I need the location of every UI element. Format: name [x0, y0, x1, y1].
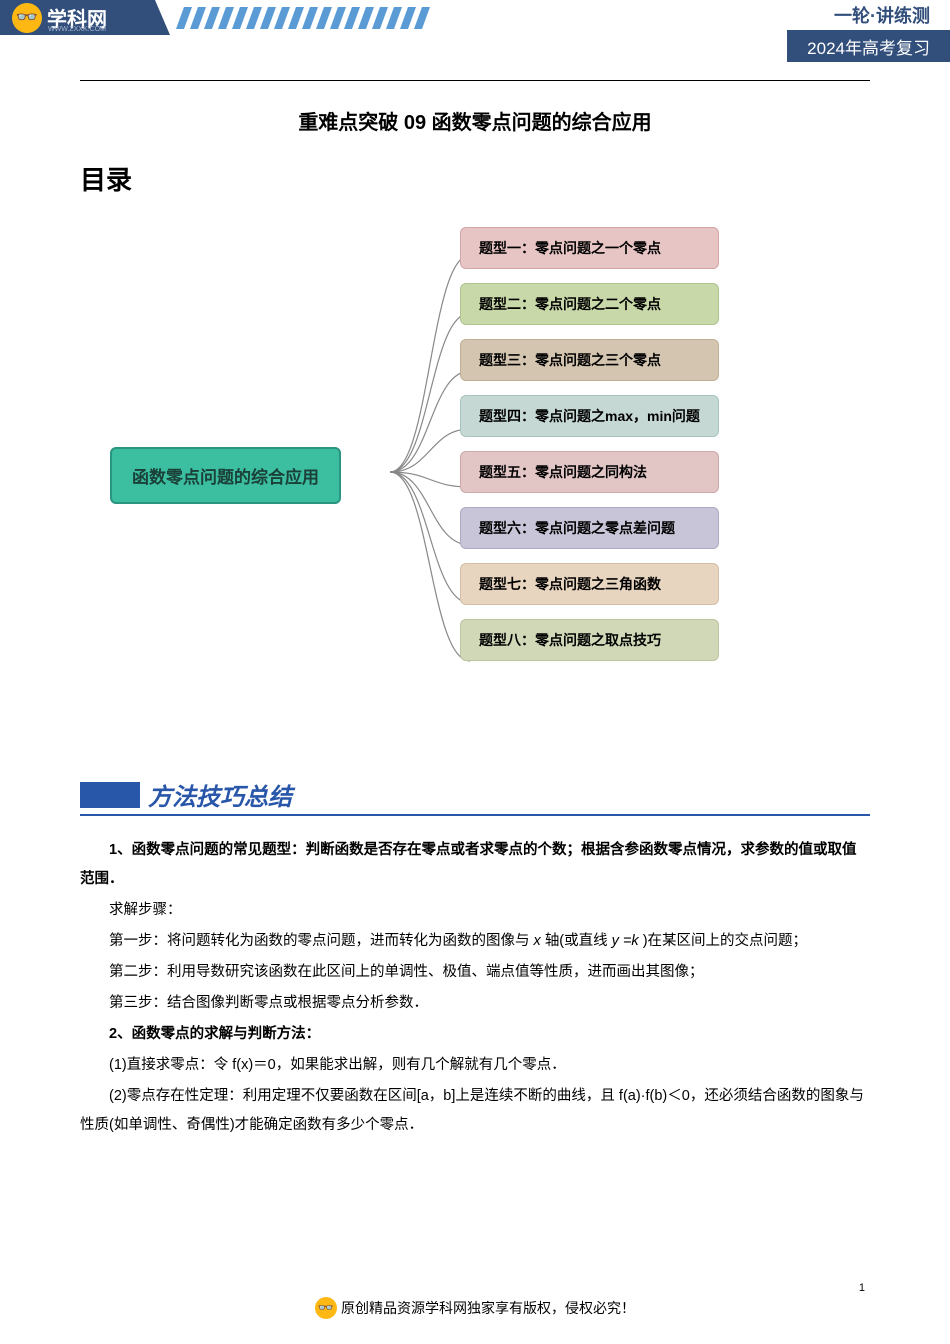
section-header: 方法技巧总结 [80, 777, 870, 816]
mindmap-root: 函数零点问题的综合应用 [110, 447, 341, 504]
para-7: (1)直接求零点：令 f(x)＝0，如果能求出解，则有几个解就有几个零点． [80, 1051, 870, 1080]
para-8: (2)零点存在性定理：利用定理不仅要函数在区间[a，b]上是连续不断的曲线，且 … [80, 1082, 870, 1140]
section-bar-icon [80, 782, 140, 808]
para-4: 第二步：利用导数研究该函数在此区间上的单调性、极值、端点值等性质，进而画出其图像… [80, 958, 870, 987]
branch-node-1: 题型一：零点问题之一个零点 [460, 227, 719, 269]
owl-logo-icon: 👓 [12, 3, 42, 33]
para-5: 第三步：结合图像判断零点或根据零点分析参数． [80, 989, 870, 1018]
p3v1: x [530, 933, 545, 949]
page-content: 重难点突破 09 函数零点问题的综合应用 目录 函数零点问题的综合应用 题型一：… [0, 50, 950, 1162]
branch-node-3: 题型三：零点问题之三个零点 [460, 339, 719, 381]
para-2: 求解步骤： [80, 896, 870, 925]
p3c: )在某区间上的交点问题； [643, 933, 807, 949]
logo-url: WWW.ZXXK.COM [48, 26, 106, 33]
footer-text: 原创精品资源学科网独家享有版权，侵权必究！ [341, 1298, 635, 1318]
branch-node-8: 题型八：零点问题之取点技巧 [460, 619, 719, 661]
header-right: 一轮·讲练测 2024年高考复习 [787, 0, 950, 62]
page-number: 1 [859, 1282, 865, 1294]
section-title: 方法技巧总结 [148, 777, 292, 812]
header-right-bottom: 2024年高考复习 [787, 31, 950, 62]
toc-title: 目录 [80, 160, 870, 197]
footer: 👓 原创精品资源学科网独家享有版权，侵权必究！ [0, 1297, 950, 1319]
logo-section: 👓 学科网 WWW.ZXXK.COM [0, 0, 155, 35]
para-1: 1、函数零点问题的常见题型：判断函数是否存在零点或者求零点的个数；根据含参函数零… [80, 836, 870, 894]
para-3: 第一步：将问题转化为函数的零点问题，进而转化为函数的图像与 x 轴(或直线 y … [80, 927, 870, 956]
branch-node-4: 题型四：零点问题之max，min问题 [460, 395, 719, 437]
para-6: 2、函数零点的求解与判断方法： [80, 1020, 870, 1049]
branch-node-5: 题型五：零点问题之同构法 [460, 451, 719, 493]
branch-node-2: 题型二：零点问题之二个零点 [460, 283, 719, 325]
mindmap: 函数零点问题的综合应用 题型一：零点问题之一个零点题型二：零点问题之二个零点题型… [80, 227, 870, 727]
branch-node-7: 题型七：零点问题之三角函数 [460, 563, 719, 605]
p3b: 轴(或直线 [545, 933, 608, 949]
footer-owl-icon: 👓 [315, 1297, 337, 1319]
header-bar: 👓 学科网 WWW.ZXXK.COM 一轮·讲练测 2024年高考复习 [0, 0, 950, 50]
p3v2: y =k [608, 933, 643, 949]
body-text: 1、函数零点问题的常见题型：判断函数是否存在零点或者求零点的个数；根据含参函数零… [80, 836, 870, 1140]
main-title: 重难点突破 09 函数零点问题的综合应用 [80, 106, 870, 135]
divider [80, 80, 870, 81]
header-stripes [180, 0, 426, 35]
p3a: 第一步：将问题转化为函数的零点问题，进而转化为函数的图像与 [109, 933, 530, 949]
mindmap-branches: 题型一：零点问题之一个零点题型二：零点问题之二个零点题型三：零点问题之三个零点题… [460, 227, 719, 661]
header-right-top: 一轮·讲练测 [787, 0, 950, 31]
branch-node-6: 题型六：零点问题之零点差问题 [460, 507, 719, 549]
